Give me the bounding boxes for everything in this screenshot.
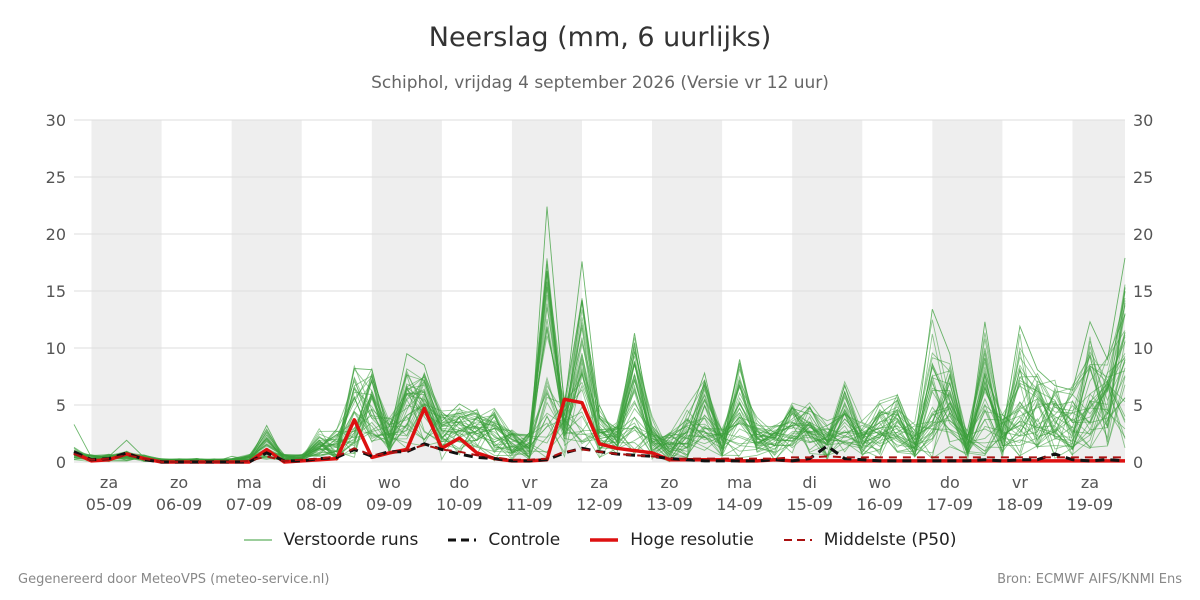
y-tick-label: 0	[56, 453, 66, 472]
y-tick-label: 25	[46, 168, 66, 187]
y-tick-label: 20	[1133, 225, 1153, 244]
y-tick-label: 5	[56, 396, 66, 415]
x-tick-date: 11-09	[506, 495, 553, 514]
x-tick-date: 15-09	[786, 495, 833, 514]
y-axis-left: 0 5 10 15 20 25 30	[46, 111, 66, 472]
x-tick-day: zo	[660, 473, 678, 492]
y-tick-label: 20	[46, 225, 66, 244]
footer-source: Bron: ECMWF AIFS/KNMI Ens	[997, 572, 1182, 587]
x-tick-date: 10-09	[436, 495, 483, 514]
x-tick-date: 13-09	[646, 495, 693, 514]
y-tick-label: 10	[46, 339, 66, 358]
x-tick-day: do	[940, 473, 960, 492]
x-tick-date: 06-09	[156, 495, 203, 514]
legend-item-hoge-resolutie[interactable]: Hoge resolutie	[590, 530, 754, 550]
x-tick-day: za	[100, 473, 118, 492]
x-tick-day: vr	[521, 473, 537, 492]
y-axis-right: 0 5 10 15 20 25 30	[1133, 111, 1153, 472]
x-tick-day: wo	[868, 473, 891, 492]
x-tick-date: 17-09	[927, 495, 974, 514]
legend-label: Verstoorde runs	[283, 530, 419, 550]
y-tick-label: 30	[1133, 111, 1153, 130]
x-tick-date: 09-09	[366, 495, 413, 514]
x-tick-date: 18-09	[997, 495, 1044, 514]
x-tick-day: vr	[1012, 473, 1028, 492]
x-tick-date: 07-09	[226, 495, 273, 514]
legend-dashed-line-icon	[448, 538, 477, 542]
ensemble-line	[73, 286, 1126, 463]
y-tick-label: 10	[1133, 339, 1153, 358]
x-tick-date: 19-09	[1067, 495, 1114, 514]
y-tick-label: 25	[1133, 168, 1153, 187]
legend-item-p50[interactable]: Middelste (P50)	[783, 530, 957, 550]
chart-subtitle: Schiphol, vrijdag 4 september 2026 (Vers…	[371, 73, 829, 93]
ensemble-line	[73, 336, 1126, 463]
legend-label: Hoge resolutie	[630, 530, 754, 550]
x-tick-day: do	[449, 473, 469, 492]
ensemble-line	[73, 332, 1126, 463]
x-tick-day: ma	[236, 473, 261, 492]
x-tick-date: 05-09	[86, 495, 133, 514]
x-tick-day: ma	[727, 473, 752, 492]
y-tick-label: 30	[46, 111, 66, 130]
x-tick-date: 12-09	[576, 495, 623, 514]
legend-thick-line-icon	[590, 538, 619, 542]
x-tick-day: di	[312, 473, 327, 492]
y-tick-label: 15	[1133, 282, 1153, 301]
footer-credit: Gegenereerd door MeteoVPS (meteo-service…	[18, 572, 330, 587]
x-tick-day: wo	[378, 473, 401, 492]
x-tick-day: di	[802, 473, 817, 492]
chart-title: Neerslag (mm, 6 uurlijks)	[428, 22, 772, 53]
x-tick-day: za	[1081, 473, 1099, 492]
main-series	[73, 397, 1126, 464]
x-tick-date: 16-09	[857, 495, 904, 514]
legend-dashed-thin-line-icon	[783, 539, 812, 541]
ensemble-line	[73, 336, 1126, 462]
x-tick-date: 14-09	[716, 495, 763, 514]
x-axis: za 05-09 zo 06-09 ma 07-09 di 08-09 wo 09-09 do 10-…	[86, 473, 1113, 514]
legend-item-verstoorde-runs[interactable]: Verstoorde runs	[243, 530, 419, 550]
series-line-p50	[73, 443, 1125, 463]
x-tick-date: 08-09	[296, 495, 343, 514]
x-tick-day: za	[590, 473, 608, 492]
y-tick-label: 15	[46, 282, 66, 301]
legend-label: Middelste (P50)	[823, 530, 957, 550]
legend-thin-line-icon	[243, 539, 272, 541]
legend-item-controle[interactable]: Controle	[448, 530, 560, 550]
y-tick-label: 0	[1133, 453, 1143, 472]
y-tick-label: 5	[1133, 396, 1143, 415]
x-tick-day: zo	[170, 473, 188, 492]
legend-label: Controle	[488, 530, 561, 550]
legend: Verstoorde runs Controle Hoge resolutie …	[0, 530, 1200, 550]
